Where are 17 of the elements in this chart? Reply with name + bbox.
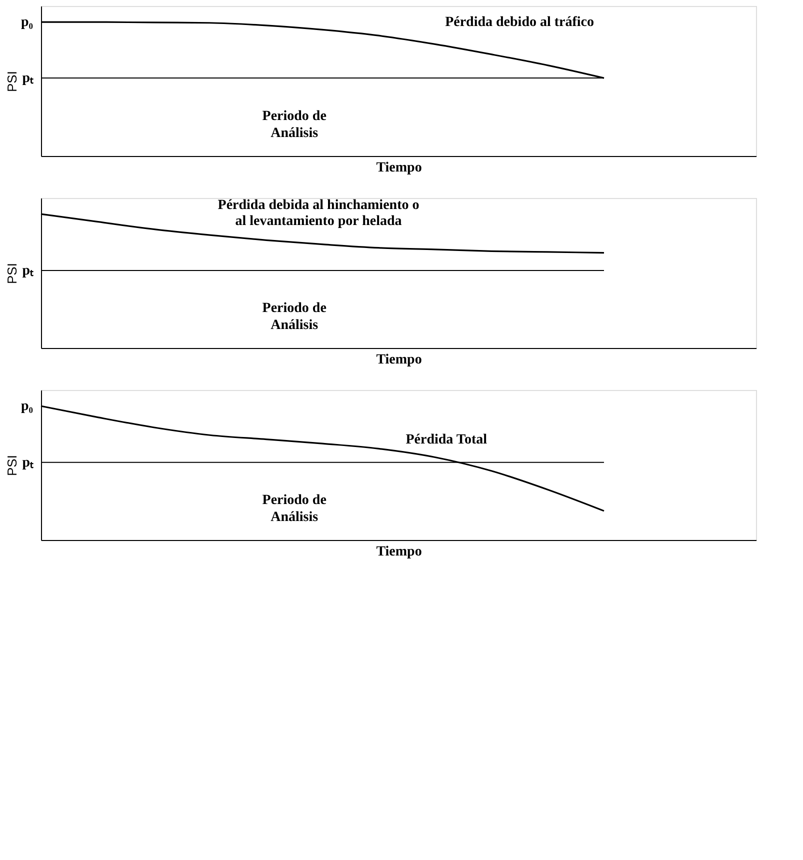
annotation: Pérdida debido al tráfico: [445, 15, 594, 30]
annotation: Periodo de Análisis: [262, 492, 326, 525]
y-axis-title: PSI: [4, 71, 20, 92]
annotation: Periodo de Análisis: [262, 300, 326, 333]
text: p₀: [21, 15, 33, 30]
annotation: Periodo de Análisis: [262, 108, 326, 141]
y-axis-title: PSI: [4, 263, 20, 284]
ref-line-label: pₜ: [22, 263, 34, 278]
annotation: Pérdida Total: [406, 432, 488, 448]
text: p₀: [21, 399, 33, 414]
x-axis-title: Tiempo: [376, 352, 422, 368]
x-axis-title: Tiempo: [376, 160, 422, 176]
x-axis-title: Tiempo: [376, 544, 422, 560]
y-axis-title: PSI: [4, 455, 20, 476]
ref-line-label: pₜ: [22, 455, 34, 470]
ref-line-label: pₜ: [22, 71, 34, 86]
chart-title: Pérdida debida al hinchamiento o al levantamiento por helada: [218, 198, 420, 229]
